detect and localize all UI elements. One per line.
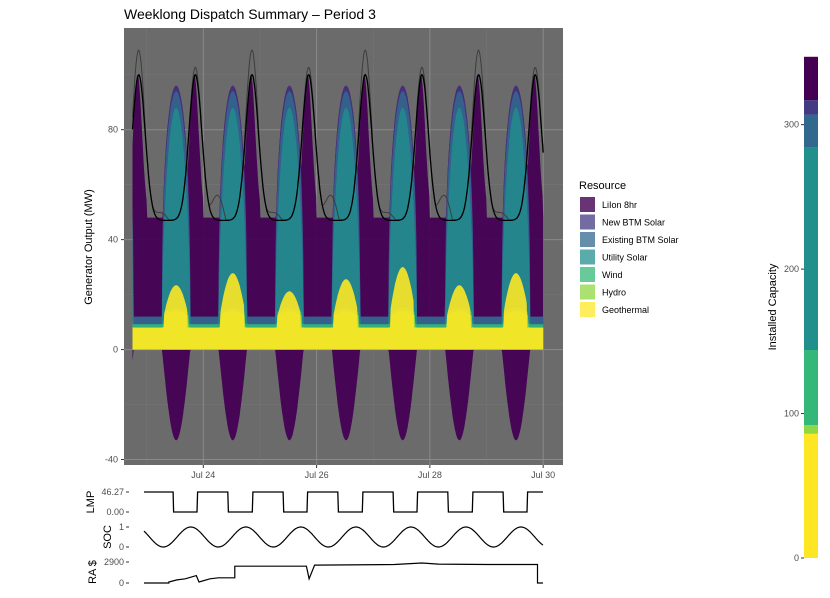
capacity-segments — [804, 56, 818, 558]
sub-tick-label: 2900 — [104, 557, 124, 567]
sub-tick-label: 0 — [119, 542, 124, 552]
x-tick-label: Jul 26 — [305, 470, 329, 480]
cap-tick-label: 300 — [784, 120, 799, 130]
cap-tick-label: 0 — [794, 553, 799, 563]
legend-label: LiIon 8hr — [602, 200, 637, 210]
lmp-line — [144, 491, 543, 513]
y-axis-label: Generator Output (MW) — [83, 189, 95, 305]
soc-line — [143, 526, 544, 548]
soc-panel: SOC 10 — [102, 522, 544, 552]
legend-label: Hydro — [602, 288, 626, 298]
legend-label: Wind — [602, 270, 623, 280]
sub-tick-label: 46.27 — [101, 487, 124, 497]
capacity-segment — [804, 56, 818, 101]
sub-tick-label: 1 — [119, 522, 124, 532]
ra-panel: RA $ 2900 0 — [87, 557, 543, 588]
capacity-segment — [804, 147, 818, 350]
capacity-ticks: 0 100 200 300 — [784, 120, 804, 563]
capacity-segment — [804, 425, 818, 434]
capacity-bar-panel: Installed Capacity 0 100 200 300 — [767, 56, 818, 563]
y-axis-ticks: -40 0 40 80 — [105, 125, 124, 465]
legend-swatch — [580, 249, 595, 265]
x-axis-ticks: Jul 24 Jul 26 Jul 28 Jul 30 — [191, 465, 555, 480]
capacity-segment — [804, 350, 818, 426]
capacity-axis-label: Installed Capacity — [767, 263, 779, 350]
x-tick-label: Jul 30 — [531, 470, 555, 480]
area-liion-charge — [132, 349, 544, 441]
capacity-segment — [804, 100, 818, 115]
x-tick-label: Jul 28 — [418, 470, 442, 480]
cap-tick-label: 200 — [784, 264, 799, 274]
ra-ticks: 2900 0 — [104, 557, 129, 588]
legend-swatch — [580, 197, 595, 212]
y-tick-label: 80 — [108, 125, 118, 135]
legend-swatch — [580, 284, 595, 300]
legend-swatch — [580, 302, 595, 317]
ra-line — [144, 562, 543, 584]
capacity-segment — [804, 433, 818, 558]
sub-tick-label: 0 — [119, 578, 124, 588]
soc-ticks: 10 — [119, 522, 129, 552]
ra-axis-label: RA $ — [87, 560, 99, 584]
capacity-segment — [804, 114, 818, 148]
y-tick-label: -40 — [105, 455, 118, 465]
lmp-ticks: 46.27 0.00 — [101, 487, 129, 517]
x-tick-label: Jul 24 — [191, 470, 215, 480]
legend-label: Utility Solar — [602, 253, 648, 263]
main-plot-panel: -40 0 40 80 Jul 24 Jul 26 Jul 28 Jul 30 Genera… — [83, 28, 563, 480]
legend-label: New BTM Solar — [602, 218, 665, 228]
legend-swatch — [580, 214, 595, 230]
lmp-axis-label: LMP — [85, 491, 97, 514]
y-tick-label: 0 — [113, 345, 118, 355]
legend: Resource LiIon 8hr New BTM Solar Existing … — [579, 180, 679, 317]
load-line — [131, 73, 544, 222]
legend-swatch — [580, 232, 595, 247]
cap-tick-label: 100 — [784, 409, 799, 419]
legend-label: Existing BTM Solar — [602, 235, 679, 245]
legend-swatch — [580, 267, 595, 282]
legend-title: Resource — [579, 180, 626, 192]
soc-axis-label: SOC — [102, 525, 114, 549]
legend-items: LiIon 8hr New BTM Solar Existing BTM Solar… — [580, 197, 679, 317]
chart-title: Weeklong Dispatch Summary – Period 3 — [124, 6, 376, 22]
y-tick-label: 40 — [108, 235, 118, 245]
load-lines — [131, 49, 544, 222]
legend-label: Geothermal — [602, 305, 649, 315]
area-geothermal — [132, 267, 544, 350]
sub-tick-label: 0.00 — [106, 507, 124, 517]
lmp-panel: LMP 46.27 0.00 — [85, 487, 543, 517]
